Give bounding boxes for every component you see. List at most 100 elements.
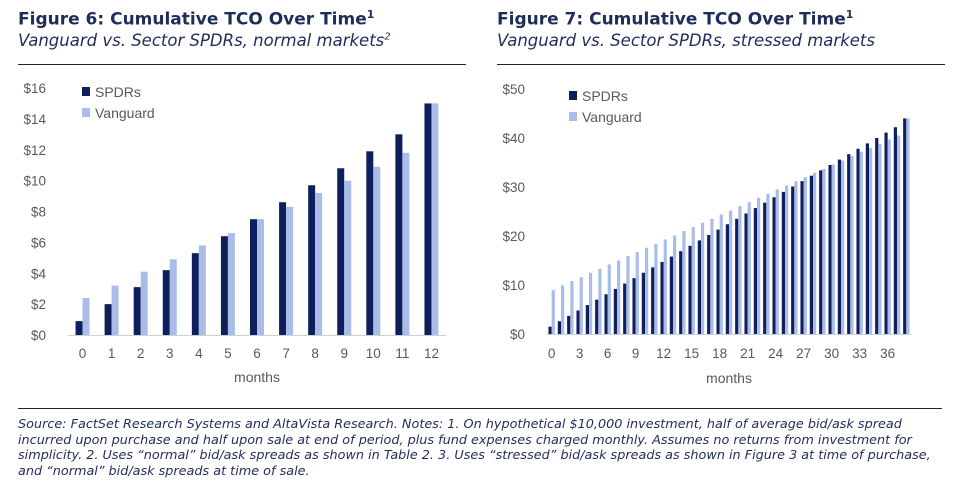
figure-7-bar-spdrs (632, 278, 636, 334)
figure-7-bar-spdrs (735, 218, 739, 334)
figure-6-x-tick-label: 6 (253, 346, 261, 361)
figure-7-bar-spdrs (613, 288, 617, 334)
figure-7-bar-spdrs (725, 224, 729, 334)
figure-7-x-tick-label: 15 (684, 346, 699, 361)
figure-7-x-tick-label: 0 (548, 346, 556, 361)
figure-7-bar-vanguard (850, 156, 854, 334)
figure-7-bar-vanguard (897, 135, 901, 334)
figure-6-bar-vanguard (82, 297, 90, 335)
figure-6-title-footnote: 1 (366, 8, 375, 21)
figure-7-bar-spdrs (707, 235, 711, 334)
figure-7-x-tick-label: 3 (576, 346, 584, 361)
figure-7-bar-spdrs (856, 148, 860, 334)
figure-6-y-tick-label: $2 (31, 297, 46, 312)
figure-7-bar-spdrs (791, 186, 795, 334)
figure-6-chart: $0$2$4$6$8$10$12$14$160 1 2 3 4 5 6 7 8 9 10 11 12mo… (23, 81, 446, 385)
figure-6-bar-spdrs (308, 185, 316, 335)
source-note: Source: FactSet Research Systems and Alt… (18, 417, 931, 479)
figure-7-x-tick-label: 18 (712, 346, 727, 361)
figure-6-legend-label-vanguard: Vanguard (95, 105, 155, 121)
figure-6-x-tick-label: 4 (195, 346, 203, 361)
figure-6-bar-vanguard (169, 259, 177, 335)
figure-7-bar-vanguard (906, 118, 910, 335)
figure-7-x-axis-title: months (706, 370, 752, 386)
figure-7-y-tick-label: $30 (502, 180, 525, 195)
figure-6-bar-spdrs (337, 168, 345, 335)
figure-6-bar-spdrs (133, 287, 141, 335)
figure-6-y-tick-label: $12 (23, 143, 46, 158)
figure-7-bar-spdrs (595, 299, 599, 334)
figure-6-bar-vanguard (227, 233, 235, 335)
figure-7-y-tick-label: $0 (510, 327, 525, 342)
figure-7-title: Figure 7: Cumulative TCO Over Time1 (497, 8, 854, 30)
figure-6-top-rule (18, 64, 466, 65)
figure-7-y-tick-label: $10 (502, 278, 525, 293)
figure-7-bar-vanguard (682, 231, 686, 334)
figure-7-bar-vanguard (691, 227, 695, 334)
figure-7-x-tick-label: 12 (656, 346, 671, 361)
figure-7-bar-vanguard (803, 177, 807, 334)
figure-7-x-tick-label: 33 (852, 346, 867, 361)
figure-7-bar-spdrs (763, 202, 767, 334)
figure-7-x-tick-label: 6 (604, 346, 612, 361)
figure-7-legend-swatch-vanguard (569, 112, 577, 121)
figure-7-bar-vanguard (598, 268, 602, 334)
figure-6-bar-spdrs (162, 270, 170, 335)
bottom-rule (18, 408, 942, 409)
figure-6-y-tick-label: $0 (31, 328, 46, 343)
figure-6-bar-vanguard (198, 245, 206, 335)
figure-6-y-tick-label: $16 (23, 81, 46, 96)
figure-7-bar-vanguard (570, 281, 574, 334)
figure-6-x-tick-label: 2 (137, 346, 145, 361)
figure-7-bar-vanguard (589, 272, 593, 334)
figure-7-x-tick-label: 30 (824, 346, 839, 361)
figure-6-legend-swatch-vanguard (82, 108, 90, 117)
figure-6-bar-spdrs (424, 103, 432, 335)
figure-7-bar-spdrs (865, 143, 869, 334)
figure-7-bar-spdrs (800, 181, 804, 334)
figure-6-y-tick-label: $14 (23, 112, 46, 127)
figure-7-bar-spdrs (679, 251, 683, 334)
figure-7-bar-spdrs (875, 138, 879, 334)
figure-6-x-tick-label: 7 (282, 346, 290, 361)
figure-7-bar-vanguard (785, 185, 789, 334)
figure-7-bar-vanguard (729, 210, 733, 334)
figure-7-bar-spdrs (772, 197, 776, 334)
figure-7-x-tick-label: 21 (740, 346, 755, 361)
figure-7-bar-spdrs (744, 213, 748, 334)
figure-7-bar-vanguard (654, 243, 658, 334)
figure-7-bar-vanguard (607, 264, 611, 334)
figure-7-subtitle: Vanguard vs. Sector SPDRs, stressed mark… (497, 31, 875, 50)
figure-7-bar-vanguard (757, 197, 761, 334)
figure-7-bar-spdrs (837, 159, 841, 334)
figure-6-bar-spdrs (395, 134, 403, 335)
figure-7-chart: $0$10$20$30$40$500 3 6 9 12 15 18 21 24 27 30 33 36m… (502, 82, 911, 386)
figure-6-bar-spdrs (220, 236, 228, 335)
figure-7-bar-spdrs (781, 191, 785, 334)
figure-7-bar-vanguard (663, 239, 667, 334)
figure-7-bar-vanguard (822, 168, 826, 334)
figure-7-bar-spdrs (567, 315, 571, 334)
figure-7-bar-spdrs (585, 305, 589, 334)
figure-7-bar-vanguard (887, 139, 891, 334)
figure-7-bar-vanguard (635, 252, 639, 334)
figure-7-bar-vanguard (551, 289, 555, 334)
figure-7-title-footnote: 1 (845, 8, 854, 21)
figure-7-x-tick-label: 9 (632, 346, 640, 361)
figure-7-bar-spdrs (847, 154, 851, 334)
figure-7-bar-vanguard (561, 285, 565, 334)
figure-7-top-rule (497, 64, 945, 65)
figure-7-bar-spdrs (716, 229, 720, 334)
figure-6-x-tick-label: 1 (108, 346, 116, 361)
figure-7-bar-spdrs (819, 170, 823, 334)
figure-7-bar-spdrs (884, 132, 888, 334)
figure-7-bar-vanguard (775, 189, 779, 334)
figure-7-bar-spdrs (641, 272, 645, 334)
figure-7-bar-vanguard (813, 172, 817, 334)
figure-7-bar-vanguard (869, 147, 873, 334)
figure-6-bar-vanguard (257, 219, 264, 335)
figure-6-x-tick-label: 8 (311, 346, 319, 361)
figure-6-subtitle-footnote: 2 (384, 31, 391, 43)
figure-7-bar-vanguard (719, 214, 723, 334)
figure-7-x-tick-label: 36 (880, 346, 895, 361)
